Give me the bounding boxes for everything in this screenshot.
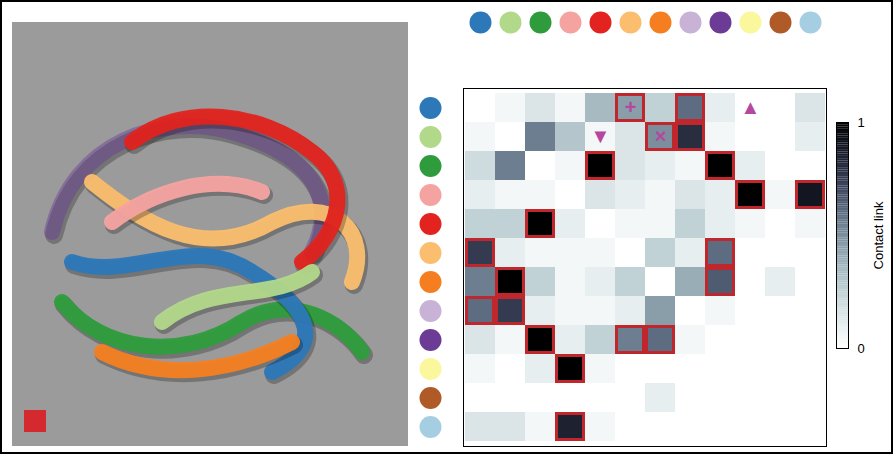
svg-text:▼: ▼	[591, 125, 611, 147]
svg-text:0: 0	[858, 341, 865, 356]
svg-text:▲: ▲	[741, 96, 761, 118]
svg-text:Contact link: Contact link	[871, 201, 886, 269]
svg-text:1: 1	[858, 115, 865, 130]
svg-text:+: +	[625, 96, 637, 118]
svg-text:×: ×	[655, 125, 667, 147]
